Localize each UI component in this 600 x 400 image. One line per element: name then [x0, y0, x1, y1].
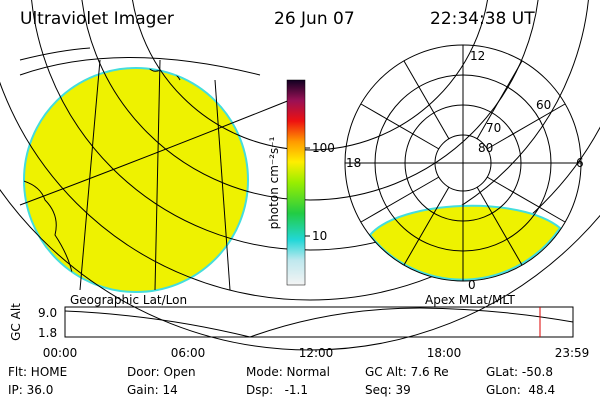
- mlt-label: 12: [470, 49, 485, 63]
- status-item: Gain: 14: [127, 383, 178, 397]
- polar-plot: 12 18 6 0 80 70 60: [344, 44, 584, 292]
- x-tick-label: 06:00: [171, 346, 206, 360]
- timeline: GC Alt 9.0 1.8 00:00 06:00 12:00 18:00 2…: [9, 303, 589, 360]
- colorbar-label: photon cm⁻²s⁻¹: [267, 136, 281, 229]
- time: 22:34:38 UT: [430, 9, 535, 29]
- status-item: GLon: 48.4: [486, 383, 555, 397]
- status-item: Mode: Normal: [246, 365, 330, 379]
- panel-label: Geographic Lat/Lon: [70, 293, 187, 307]
- y-label: GC Alt: [9, 303, 23, 341]
- x-tick-label: 00:00: [43, 346, 78, 360]
- panel-label: Apex MLat/MLT: [425, 293, 515, 307]
- status-item: Dsp: -1.1: [246, 383, 308, 397]
- mlt-label: 18: [346, 156, 361, 170]
- x-tick-label: 18:00: [427, 346, 462, 360]
- colorbar-tick: 100: [312, 141, 335, 155]
- mlt-label: 6: [576, 156, 584, 170]
- status: Flt: HOME Door: Open Mode: Normal GC Alt…: [8, 365, 555, 397]
- mlt-label: 0: [468, 278, 476, 292]
- mlat-label: 70: [486, 121, 501, 135]
- colorbar: 100 10 photon cm⁻²s⁻¹: [267, 79, 335, 286]
- status-item: GC Alt: 7.6 Re: [365, 365, 449, 379]
- title: Ultraviolet Imager: [20, 9, 174, 29]
- status-item: Flt: HOME: [8, 365, 67, 379]
- date: 26 Jun 07: [274, 9, 355, 29]
- x-tick-label: 12:00: [299, 346, 334, 360]
- status-item: IP: 36.0: [8, 383, 53, 397]
- status-item: Seq: 39: [365, 383, 411, 397]
- x-tick-label: 23:59: [555, 346, 590, 360]
- status-item: Door: Open: [127, 365, 196, 379]
- y-tick-label: 1.8: [38, 326, 57, 340]
- y-tick-label: 9.0: [38, 306, 57, 320]
- mlat-label: 80: [478, 141, 493, 155]
- mlat-label: 60: [536, 98, 551, 112]
- status-item: GLat: -50.8: [486, 365, 553, 379]
- colorbar-tick: 10: [312, 229, 327, 243]
